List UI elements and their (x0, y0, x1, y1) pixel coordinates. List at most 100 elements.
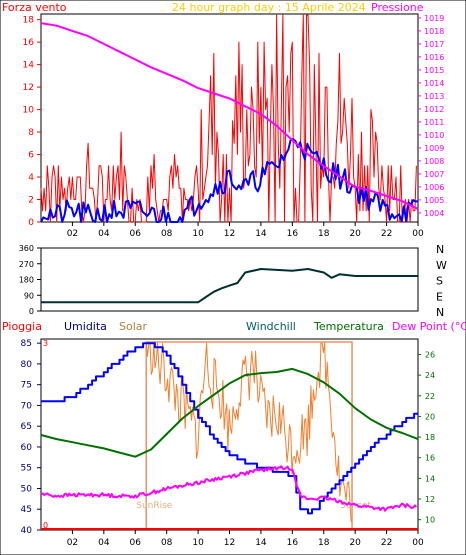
panel3-left-tick-label: 60 (21, 443, 33, 453)
legend-humidity: Umidita (64, 320, 107, 333)
panel1-title: 24 hour graph day : 15 Aprile 2024 (172, 1, 366, 14)
panel3-right-tick-label: 24 (425, 371, 435, 380)
panel1-right-tick-label: 1008 (424, 157, 444, 166)
panel2-compass-label: S (436, 275, 443, 288)
panel3-right-tick-label: 18 (425, 433, 435, 442)
panel3-left-tick-label: 75 (21, 381, 32, 391)
wind-direction-line (41, 268, 418, 304)
panel2-compass-label: N (436, 306, 444, 319)
panel3-right-tick-label: 12 (425, 495, 435, 504)
panel1-right-label: Pressione (371, 1, 424, 14)
panel1-right-tick-label: 1019 (424, 14, 444, 23)
panel1-left-label: Forza vento (2, 1, 67, 14)
panel3-left-tick-label: 45 (21, 505, 32, 515)
panel1-right-tick-label: 1013 (424, 92, 444, 101)
panel1-right-tick-label: 1011 (424, 118, 444, 127)
panel1-left-tick-label: 10 (23, 106, 35, 116)
panel3-x-tick-label: 10 (192, 538, 204, 548)
panel3-x-tick-label: 02 (67, 538, 78, 548)
panel1-x-tick-label: 14 (255, 229, 267, 239)
panel1-x-tick-label: 18 (318, 229, 330, 239)
panel3-left-tick-label: 85 (21, 339, 32, 349)
panel3-x-tick-label: 22 (381, 538, 392, 548)
panel3-x-tick-label: 20 (349, 538, 361, 548)
panel3-left-tick-label: 50 (21, 484, 33, 494)
panel1-x-tick-label: 10 (192, 229, 204, 239)
panel1-x-tick-label: 12 (224, 229, 235, 239)
panel1-x-tick-label: 16 (287, 229, 299, 239)
panel1-right-tick-label: 1015 (424, 66, 444, 75)
panel1-x-tick-label: 02 (67, 229, 78, 239)
panel3-right-tick-label: 14 (425, 474, 435, 483)
panel1-left-tick-label: 8 (28, 128, 34, 138)
panel1-x-tick-label: 20 (349, 229, 361, 239)
pressure-line (40, 22, 419, 210)
rain-tick-label: 0 (43, 521, 48, 530)
panel2-compass-label: W (436, 259, 447, 272)
panel1-left-tick-label: 18 (23, 16, 35, 26)
rain-tick-label: 3 (43, 339, 48, 348)
panel1-x-tick-label: 04 (98, 229, 110, 239)
panel1-right-tick-label: 1010 (424, 131, 444, 140)
temperature-line (40, 367, 419, 458)
panel1-x-tick-label: 08 (161, 229, 173, 239)
panel2-tick-label: 0 (29, 307, 34, 316)
panel2-tick-label: 270 (19, 260, 34, 269)
panel1-left-tick-label: 6 (28, 151, 34, 161)
panel2-tick-label: 90 (24, 291, 34, 300)
panel3-left-tick-label: 70 (21, 401, 33, 411)
panel2-plot-frame (40, 247, 419, 312)
panel3-left-tick-label: 80 (21, 360, 33, 370)
legend-dewpoint: Dew Point (°C) (392, 320, 466, 333)
panel2-tick-label: 180 (19, 276, 34, 285)
daylight-box (145, 341, 353, 530)
panel3-right-tick-label: 20 (425, 412, 435, 421)
panel1-right-tick-label: 1007 (424, 170, 444, 179)
panel1-right-tick-label: 1006 (424, 183, 444, 192)
panel3-x-tick-label: 08 (161, 538, 173, 548)
sunset-label: Sunset (340, 501, 371, 511)
legend-temperature: Temperatura (313, 320, 384, 333)
panel2-compass-label: E (436, 290, 443, 303)
panel3-right-tick-label: 26 (425, 350, 435, 359)
panel3-right-tick-label: 22 (425, 392, 435, 401)
panel3-x-tick-label: 04 (98, 538, 110, 548)
sunrise-label: SunRise (136, 501, 173, 511)
panel1-left-tick-label: 2 (28, 196, 34, 206)
panel1-x-tick-label: 22 (381, 229, 392, 239)
legend-rain: Pioggia (2, 320, 42, 333)
panel3-right-tick-label: 16 (425, 454, 435, 463)
panel3-left-tick-label: 65 (21, 422, 32, 432)
panel3-left-tick-label: 55 (21, 464, 32, 474)
panel1-x-tick-label: 00 (412, 229, 424, 239)
panel1-left-tick-label: 4 (28, 173, 34, 183)
panel1-right-tick-label: 1014 (424, 79, 444, 88)
panel1-right-tick-label: 1017 (424, 40, 444, 49)
panel1-right-tick-label: 1009 (424, 144, 444, 153)
panel1-left-tick-label: 16 (23, 38, 35, 48)
panel1-right-tick-label: 1005 (424, 196, 444, 205)
panel3-x-tick-label: 00 (412, 538, 424, 548)
panel1-right-tick-label: 1018 (424, 27, 444, 36)
panel1-right-tick-label: 1004 (424, 209, 444, 218)
panel2-compass-label: N (436, 243, 444, 256)
panel3-right-tick-label: 10 (425, 516, 435, 525)
panel1-x-tick-label: 06 (130, 229, 142, 239)
panel3-x-tick-label: 12 (224, 538, 235, 548)
legend-solar: Solar (119, 320, 148, 333)
panel3-x-tick-label: 06 (130, 538, 142, 548)
panel1-right-tick-label: 1016 (424, 53, 444, 62)
panel1-left-tick-label: 0 (28, 218, 34, 228)
humidity-line (41, 342, 418, 515)
legend-windchill: Windchill (246, 320, 296, 333)
solar-line (145, 342, 352, 522)
panel3-plot-frame (40, 338, 419, 531)
panel3-x-tick-label: 18 (318, 538, 330, 548)
panel1-left-tick-label: 14 (23, 61, 35, 71)
panel1-right-tick-label: 1012 (424, 105, 444, 114)
panel3-left-tick-label: 40 (21, 526, 33, 536)
dewpoint-line (40, 465, 418, 512)
panel3-x-tick-label: 14 (255, 538, 267, 548)
panel1-left-tick-label: 12 (23, 83, 34, 93)
